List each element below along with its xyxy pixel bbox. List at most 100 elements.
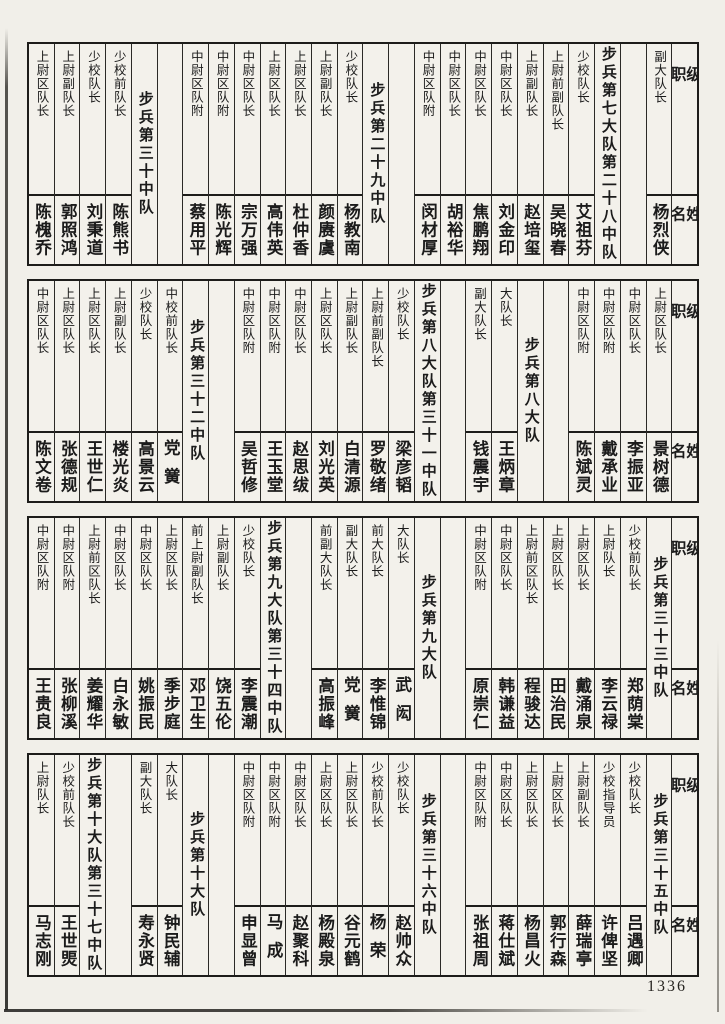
rank-cell: 中尉区队附 bbox=[234, 755, 260, 907]
officer-rank: 中尉区队附 bbox=[600, 287, 615, 355]
officer-column: 少校队长 艾祖芬 bbox=[568, 44, 595, 264]
rank-cell: 上尉区队长 bbox=[54, 281, 80, 433]
officer-column: 上尉副队长 饶五伦 bbox=[208, 518, 234, 738]
rank-cell: 少校前队长 bbox=[363, 755, 389, 907]
rank-cell: 少校队长 bbox=[337, 44, 363, 196]
name-cell: 申显曾 bbox=[235, 907, 260, 975]
name-cell: 杨烈侠 bbox=[647, 196, 672, 264]
name-cell: 姚振民 bbox=[132, 670, 157, 738]
rank-cell: 中尉区队长 bbox=[131, 518, 157, 670]
officer-name: 杨烈侠 bbox=[650, 203, 670, 257]
unit-title: 步兵第九大队 bbox=[419, 574, 436, 682]
name-cell: 艾祖芬 bbox=[569, 196, 594, 264]
name-cell: 季步庭 bbox=[158, 670, 183, 738]
officer-name: 饶五伦 bbox=[212, 677, 232, 731]
name-cell: 杨教南 bbox=[338, 196, 363, 264]
rank-cell: 中尉区队附 bbox=[466, 755, 492, 907]
officer-rank: 副大队长 bbox=[343, 524, 358, 578]
officer-name: 高伟英 bbox=[264, 203, 284, 257]
officer-rank: 少校队长 bbox=[394, 287, 409, 341]
officer-column: 中尉区队附 王贵良 bbox=[28, 518, 54, 738]
empty-cell bbox=[209, 755, 234, 975]
header-column: 级职 姓名 bbox=[671, 44, 697, 264]
name-cell: 闵材厚 bbox=[415, 196, 440, 264]
unit-group-column: 步兵第三十三中队 bbox=[645, 518, 672, 738]
name-cell: 马成 bbox=[261, 907, 286, 975]
officer-column: 副大队长 寿永贤 bbox=[130, 755, 157, 975]
name-cell: 杜仲香 bbox=[286, 196, 311, 264]
officer-rank: 少校队长 bbox=[85, 50, 100, 104]
rank-cell: 上尉区队长 bbox=[543, 755, 569, 907]
officer-rank: 副大队长 bbox=[652, 50, 667, 104]
officer-name: 吴哲修 bbox=[238, 440, 258, 494]
officer-column: 上尉区队长 郭行森 bbox=[542, 755, 569, 975]
officer-name: 许俾坚 bbox=[598, 914, 618, 968]
officer-name: 李惟锦 bbox=[367, 677, 387, 731]
officer-rank: 少校队长 bbox=[626, 761, 641, 815]
header-column: 级职 姓名 bbox=[671, 518, 697, 738]
officer-column: 上尉区队长 杨昌火 bbox=[516, 755, 543, 975]
name-cell: 钱震宇 bbox=[466, 433, 491, 501]
name-header-cell: 姓名 bbox=[672, 196, 697, 264]
rank-cell: 上尉前区队长 bbox=[80, 518, 106, 670]
officer-column: 上尉区队长 陈槐乔 bbox=[28, 44, 54, 264]
officer-column: 上尉前区队长 程骏达 bbox=[516, 518, 543, 738]
officer-rank: 上尉前区队长 bbox=[85, 524, 100, 605]
officer-name: 李震潮 bbox=[238, 677, 258, 731]
name-cell: 田治民 bbox=[544, 670, 569, 738]
rank-cell: 大队长 bbox=[157, 755, 183, 907]
unit-group-column: 步兵第七大队第二十八中队 bbox=[594, 44, 620, 264]
name-cell: 蒋仕斌 bbox=[492, 907, 517, 975]
officer-column: 上尉区队长 谷元鹤 bbox=[336, 755, 363, 975]
officer-rank: 上尉副队长 bbox=[343, 287, 358, 355]
officer-column: 少校队长 高景云 bbox=[130, 281, 157, 501]
officer-column: 少校前队长 杨荣 bbox=[362, 755, 389, 975]
name-cell: 谷元鹤 bbox=[338, 907, 363, 975]
rank-cell: 中尉区队附 bbox=[260, 755, 286, 907]
rank-cell: 少校前队长 bbox=[54, 755, 80, 907]
officer-column: 上尉区队长 张德规 bbox=[53, 281, 80, 501]
empty-cell bbox=[209, 281, 234, 501]
officer-column: 副大队长 钱震宇 bbox=[465, 281, 492, 501]
officer-name: 原崇仁 bbox=[470, 677, 489, 731]
officer-name: 赵聚科 bbox=[289, 914, 309, 968]
name-cell: 赵思绂 bbox=[286, 433, 311, 501]
name-cell: 马志刚 bbox=[29, 907, 54, 975]
officer-column: 中尉区队长 陈文卷 bbox=[28, 281, 54, 501]
name-cell: 寿永贤 bbox=[132, 907, 157, 975]
name-cell: 李云禄 bbox=[595, 670, 620, 738]
rank-cell: 少校队长 bbox=[389, 281, 414, 433]
officer-rank: 上尉区队长 bbox=[85, 287, 100, 355]
officer-name: 陈斌灵 bbox=[572, 440, 592, 494]
officer-rank: 中尉区队长 bbox=[497, 761, 512, 829]
officer-rank: 中尉区队长 bbox=[291, 761, 306, 829]
rank-cell: 上尉副队长 bbox=[569, 755, 595, 907]
unit-title-cell: 步兵第十大队第三十七中队 bbox=[80, 755, 105, 975]
rank-cell: 少校指导员 bbox=[595, 755, 620, 907]
officer-name: 楼光炎 bbox=[109, 440, 129, 494]
officer-rank: 中尉区队附 bbox=[472, 761, 486, 829]
name-cell: 王玉堂 bbox=[261, 433, 286, 501]
name-cell: 李震潮 bbox=[235, 670, 260, 738]
officer-column: 前副大队长 高振峰 bbox=[310, 518, 337, 738]
rank-cell: 中尉区队长 bbox=[466, 44, 492, 196]
scan-artifact-left-edge bbox=[5, 28, 8, 1010]
empty-cell bbox=[286, 518, 311, 738]
officer-column: 前大队长 李惟锦 bbox=[362, 518, 389, 738]
officer-rank: 少校前队长 bbox=[60, 761, 75, 829]
officer-name: 张柳溪 bbox=[58, 677, 78, 731]
rank-cell: 上尉区队长 bbox=[311, 755, 337, 907]
rank-header-cell: 级职 bbox=[672, 518, 697, 670]
unit-title: 步兵第八大队第三十一中队 bbox=[419, 283, 436, 499]
officer-rank: 上尉区队长 bbox=[317, 287, 332, 355]
name-cell: 高伟英 bbox=[261, 196, 286, 264]
officer-name: 党黉 bbox=[161, 438, 181, 496]
officer-rank: 大队长 bbox=[163, 761, 178, 802]
officer-name: 梁彦韬 bbox=[392, 440, 412, 494]
unit-title-cell: 步兵第三十五中队 bbox=[647, 755, 672, 975]
officer-column: 中尉区队附 陈斌灵 bbox=[568, 281, 595, 501]
unit-group-column: 步兵第十大队第三十七中队 bbox=[79, 755, 105, 975]
name-cell: 杨荣 bbox=[363, 907, 388, 975]
officer-column: 少校队长 梁彦韬 bbox=[388, 281, 414, 501]
officer-rank: 中尉区队长 bbox=[446, 50, 461, 118]
